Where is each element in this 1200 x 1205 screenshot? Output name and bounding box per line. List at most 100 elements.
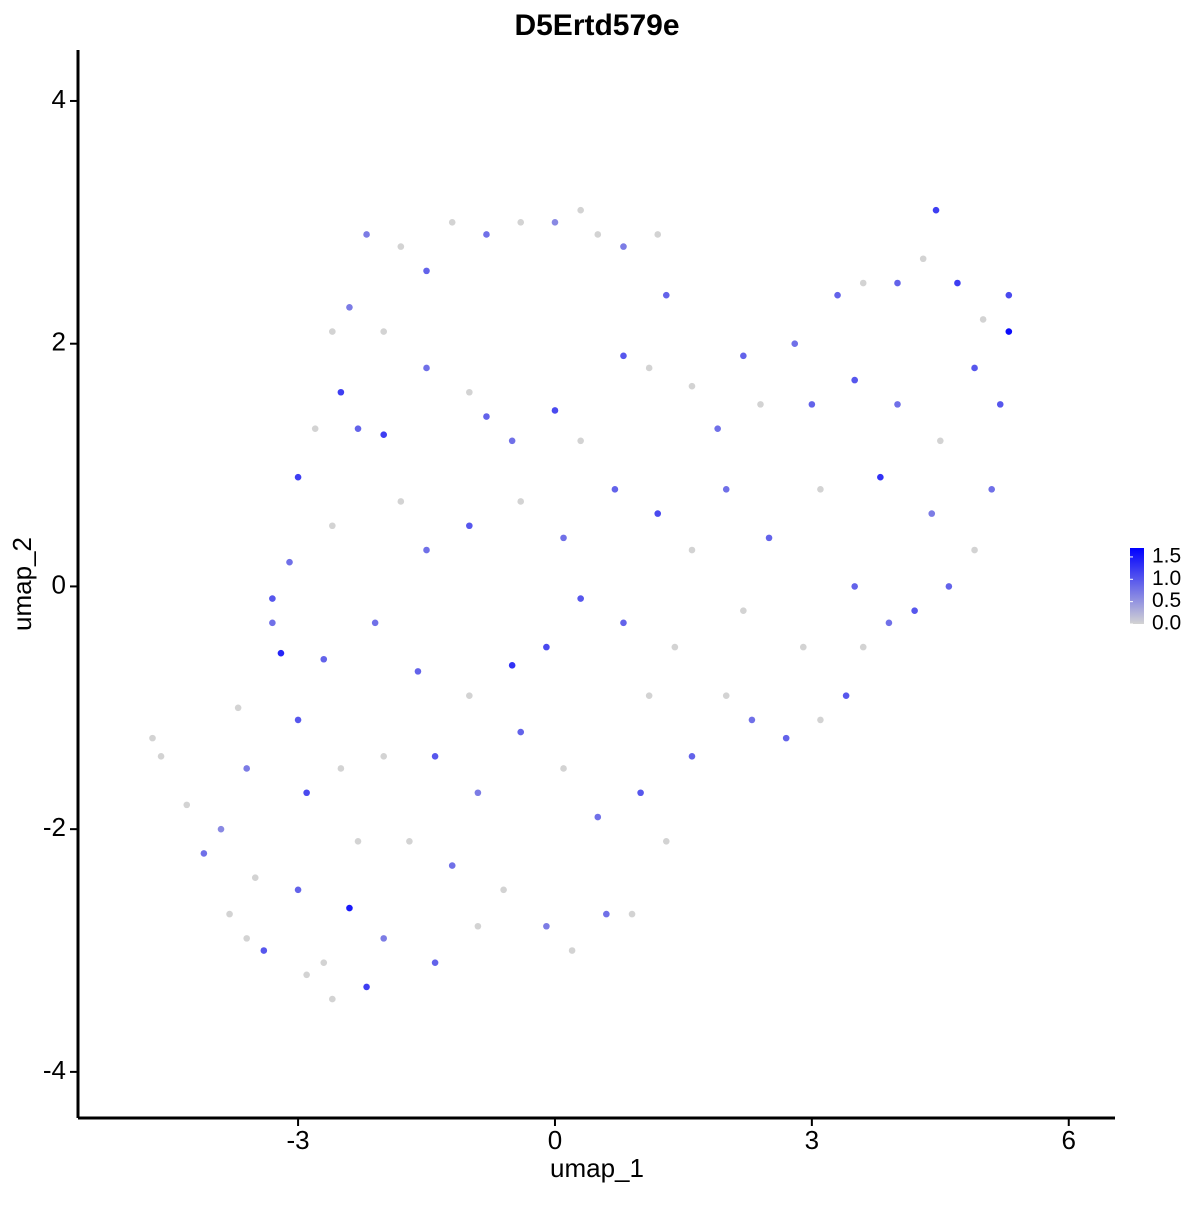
point <box>834 291 841 299</box>
point <box>397 498 405 505</box>
point <box>183 801 191 809</box>
point <box>269 619 276 627</box>
point <box>945 583 953 590</box>
point <box>637 789 644 797</box>
point <box>628 910 636 918</box>
y-tick-label: 0 <box>52 569 66 599</box>
point <box>654 510 662 517</box>
point <box>423 267 430 275</box>
chart-title: D5Ertd579e <box>514 9 679 42</box>
point <box>234 704 242 712</box>
point <box>1005 328 1013 335</box>
point <box>722 486 730 493</box>
point <box>363 983 370 991</box>
y-tick-label: -2 <box>43 812 66 842</box>
point <box>603 910 610 918</box>
point <box>594 231 602 238</box>
point <box>311 425 319 432</box>
point <box>294 473 302 481</box>
point <box>765 534 773 542</box>
point <box>671 643 679 651</box>
point <box>551 219 559 226</box>
point <box>448 862 456 869</box>
point <box>937 437 944 445</box>
x-tick-label: 6 <box>1062 1125 1076 1155</box>
point <box>757 401 764 408</box>
point <box>380 935 388 942</box>
point <box>543 922 550 930</box>
point <box>431 753 439 760</box>
point <box>397 243 405 250</box>
point <box>911 607 918 614</box>
point <box>149 734 156 742</box>
point <box>243 935 250 942</box>
point <box>354 837 362 845</box>
point <box>817 486 824 493</box>
x-tick-label: 0 <box>548 1125 562 1155</box>
point <box>577 206 584 214</box>
point <box>200 850 208 857</box>
point <box>979 316 987 323</box>
point <box>859 643 867 651</box>
point <box>782 734 790 742</box>
point <box>877 473 884 481</box>
x-axis-label: umap_1 <box>550 1153 644 1183</box>
point <box>517 219 525 226</box>
point <box>346 303 353 311</box>
point <box>988 486 995 493</box>
point <box>320 959 328 966</box>
colorbar-tick-label: 1.5 <box>1152 544 1181 567</box>
point <box>817 716 824 724</box>
point <box>406 837 413 845</box>
point <box>474 789 482 797</box>
point <box>928 510 936 517</box>
point <box>620 352 627 360</box>
point <box>517 498 525 505</box>
point <box>466 692 473 699</box>
point <box>303 789 310 797</box>
point <box>560 765 567 772</box>
point <box>380 753 388 760</box>
point <box>722 692 730 699</box>
point <box>329 995 336 1003</box>
point <box>346 904 353 912</box>
point <box>217 825 225 833</box>
point <box>414 668 422 675</box>
point <box>508 662 516 669</box>
point <box>380 328 388 335</box>
point <box>354 425 362 432</box>
point <box>363 231 370 238</box>
point <box>371 619 379 627</box>
point <box>466 522 473 530</box>
point <box>611 486 619 493</box>
point <box>688 546 696 554</box>
point <box>662 837 670 845</box>
point <box>740 352 747 360</box>
point <box>688 382 696 390</box>
point <box>269 595 276 602</box>
point <box>226 910 233 918</box>
point <box>620 243 627 250</box>
point <box>543 643 550 651</box>
point <box>740 607 747 614</box>
point <box>329 522 336 530</box>
point <box>654 231 662 238</box>
point <box>800 643 807 651</box>
point <box>431 959 439 966</box>
point <box>380 431 388 439</box>
point <box>337 765 345 772</box>
point <box>423 546 430 554</box>
point <box>594 813 602 821</box>
point <box>645 364 653 372</box>
point <box>277 649 285 657</box>
point <box>466 388 473 396</box>
y-tick-label: 4 <box>52 84 66 114</box>
point <box>894 401 901 408</box>
colorbar-tick-label: 0.0 <box>1152 612 1181 635</box>
point <box>560 534 567 542</box>
point <box>851 376 858 384</box>
point <box>971 364 978 372</box>
point <box>448 219 456 226</box>
y-tick-label: -4 <box>43 1055 66 1085</box>
point <box>645 692 653 699</box>
